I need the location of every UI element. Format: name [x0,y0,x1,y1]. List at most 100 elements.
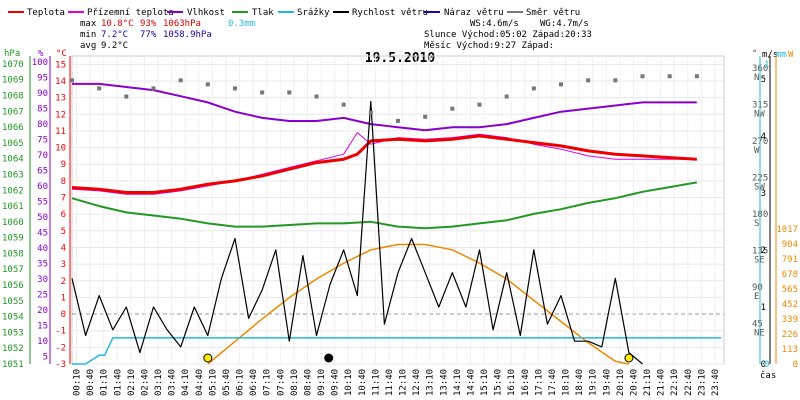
humidity-tick: 50 [37,213,48,223]
time-tick: 03:10 [154,369,164,396]
pressure-tick: 1057 [2,265,24,275]
pressure-tick: 1064 [2,155,24,165]
legend-label: Rychlost větru [352,8,428,18]
pressure-tick: 1052 [2,344,24,354]
temp-tick: 11 [55,127,66,137]
w-tick: 565 [782,285,798,295]
dir-tick-name: N [754,73,759,83]
time-unit: čas [760,370,776,381]
time-tick: 21:40 [657,369,667,396]
time-tick: 11:10 [371,369,381,396]
time-tick: 19:10 [589,369,599,396]
time-tick: 06:10 [236,369,246,396]
wind-dir-point [205,82,210,87]
temp-tick: -3 [55,360,66,370]
pressure-tick: 1066 [2,123,24,133]
stats-max-hum: 93% [140,19,157,29]
dir-tick-name: E [754,292,759,302]
humidity-tick: 60 [37,182,48,192]
sunset-marker [624,353,634,363]
temp-tick: 1 [61,293,66,303]
temp-tick: 2 [61,277,66,287]
stats-max-temp: 10.8°C [101,19,134,29]
ms-tick: 3 [761,189,766,199]
wind-dir-point [70,78,74,83]
info-moon: Měsíc Východ:9:27 Západ: [424,41,554,51]
temp-tick: 5 [61,227,66,237]
stats-max-press: 1063hPa [163,19,201,29]
humidity-tick: 25 [37,290,48,300]
series-layer [70,74,722,365]
wind-dir-point [151,86,156,91]
legend: Teplota Přízemní teplota Vlhkost Tlak Sr… [8,8,580,18]
time-tick: 15:40 [494,369,504,396]
humidity-tick: 100 [32,58,48,68]
pressure-tick: 1070 [2,60,24,70]
pressure-tick: 1053 [2,328,24,338]
wind-dir-point [287,90,292,95]
time-tick: 14:10 [453,369,463,396]
legend-teplota: Teplota [8,8,65,18]
time-tick: 00:40 [86,369,96,396]
time-tick: 16:10 [507,369,517,396]
wind-dir-point [613,78,618,83]
chart-title: 19.5.2010 [365,51,436,66]
mm-tick: 1 [764,60,769,70]
legend-vlhkost: Vlhkost [167,8,225,18]
legend-label: Teplota [27,8,65,18]
wind-dir-point [178,78,183,83]
w-tick: 904 [782,240,798,250]
wind-dir-point [531,86,536,91]
pressure-tick: 1065 [2,139,24,149]
pressure-tick: 1062 [2,186,24,196]
time-tick: 19:40 [602,369,612,396]
temp-tick: 14 [55,77,66,87]
plot-frame [71,55,725,365]
time-tick: 02:40 [140,369,150,396]
axis-units: hPa % °C ° m/s mm W čas [4,49,794,381]
time-tick: 18:10 [562,369,572,396]
time-tick: 18:40 [575,369,585,396]
dir-tick-name: S [754,219,759,229]
pressure-tick: 1051 [2,360,24,370]
info-sun: Slunce Východ:05:02 Západ:20:33 [424,30,592,40]
humidity-tick: 95 [37,74,48,84]
wind-dir-point [586,78,591,83]
time-tick: 13:10 [426,369,436,396]
time-tick: 14:40 [466,369,476,396]
w-tick: 226 [782,330,798,340]
wind-dir-point [694,74,699,79]
pressure-tick: 1061 [2,202,24,212]
time-tick: 04:10 [181,369,191,396]
time-tick: 11:40 [385,369,395,396]
legend-prizemni-teplota: Přízemní teplota [68,8,174,18]
humidity-tick: 80 [37,120,48,130]
legend-label: Srážky [297,8,330,18]
ms-tick: 0 [761,360,766,370]
grid [72,56,724,365]
temp-tick: -2 [55,343,66,353]
temp-tick: 10 [55,144,66,154]
humidity-tick: 35 [37,259,48,269]
stats-min-label: min [80,30,96,40]
stats-avg-label: avg [80,41,96,51]
stats-max-rain: 0.3mm [228,19,255,29]
dir-tick-name: W [754,146,760,156]
time-tick: 09:40 [331,369,341,396]
humidity-tick: 90 [37,89,48,99]
humidity-tick: 40 [37,244,48,254]
sunrise-marker [203,353,213,363]
time-tick: 23:10 [697,369,707,396]
temp-tick: 8 [61,177,66,187]
deg-unit: ° [752,49,757,59]
legend-srazky: Srážky [278,8,330,18]
mm-unit: mm [776,50,787,60]
pressure-tick: 1069 [2,76,24,86]
humidity-tick: 15 [37,321,48,331]
stats-min-press: 1058.9hPa [163,30,212,40]
series-rychlost-vetru [71,100,643,365]
legend-label: Přízemní teplota [87,8,174,18]
wind-dir-point [450,106,455,111]
legend-label: Směr větru [526,8,580,18]
